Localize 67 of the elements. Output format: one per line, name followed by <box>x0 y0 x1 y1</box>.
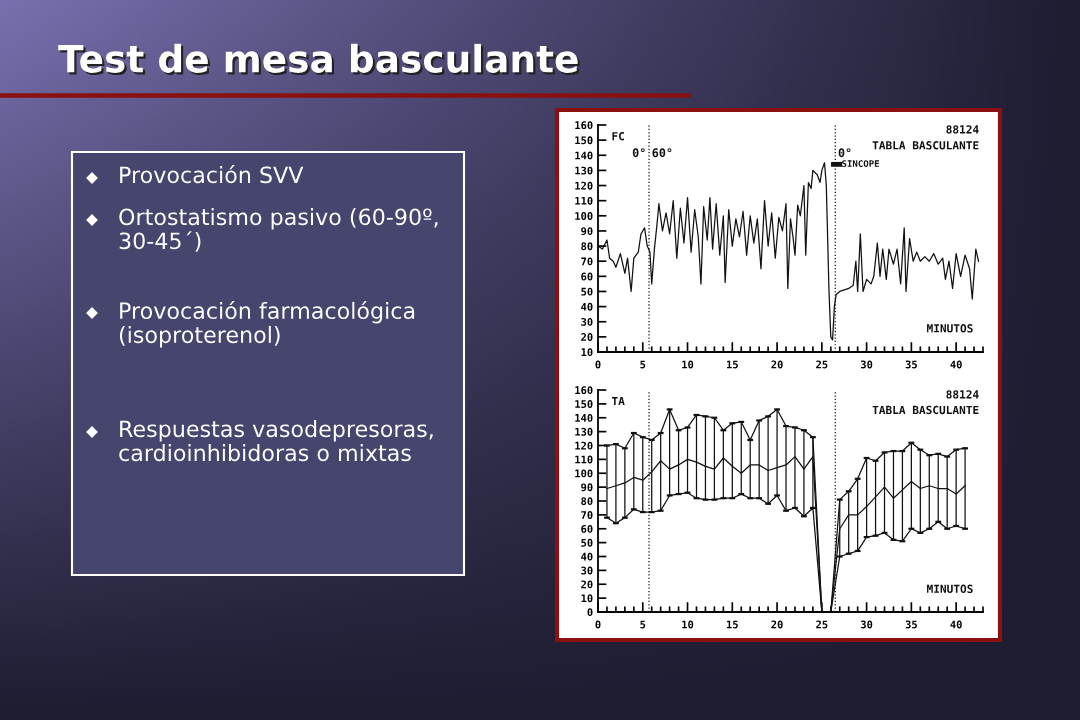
y-tick-label: 160 <box>575 386 593 395</box>
x-tick-label: 5 <box>640 620 646 629</box>
y-tick-label: 100 <box>575 469 593 478</box>
y-tick-label: 60 <box>581 272 593 281</box>
y-tick-label: 140 <box>575 151 593 160</box>
y-tick-label: 110 <box>575 455 593 464</box>
y-tick-label: 150 <box>575 136 593 145</box>
y-tick-label: 90 <box>581 483 593 492</box>
x-tick-label: 15 <box>726 620 738 629</box>
y-tick-label: 150 <box>575 400 593 408</box>
y-tick-label: 0 <box>587 608 593 617</box>
x-tick-label: 25 <box>816 620 828 629</box>
y-tick-label: 120 <box>575 441 593 450</box>
y-tick-label: 30 <box>581 317 593 326</box>
y-tick-label: 70 <box>581 511 593 519</box>
annotation: 88124 <box>946 390 979 399</box>
annotation: 60° <box>652 148 672 158</box>
y-tick-label: 160 <box>575 121 593 130</box>
y-tick-label: 130 <box>575 427 593 436</box>
y-tick-label: 80 <box>581 242 593 251</box>
text: Respuestas vasodepresoras, cardioinhibidoras o mixtas <box>119 420 433 462</box>
y-tick-label: 80 <box>581 497 593 506</box>
x-tick-label: 25 <box>816 360 828 369</box>
y-tick-label: 140 <box>575 413 593 422</box>
y-tick-label: 110 <box>575 196 593 205</box>
x-tick-label: 10 <box>682 360 694 369</box>
y-tick-label: 40 <box>581 302 593 311</box>
y-tick-label: 10 <box>581 594 593 603</box>
x-tick-label: 30 <box>860 620 873 629</box>
text: Ortostatismo pasivo (60-90º, 30-45´) <box>119 208 438 252</box>
y-tick-label: 130 <box>575 166 593 175</box>
y-tick-label: 60 <box>581 524 593 533</box>
y-tick-label: 50 <box>581 538 593 547</box>
text: Provocación SVV <box>120 165 304 184</box>
annotation: TABLA BASCULANTE <box>872 141 979 150</box>
annotation: 88124 <box>946 125 979 134</box>
annotation: 0° <box>632 148 645 158</box>
text: Provocación farmacológica (isoproterenol) <box>119 301 415 348</box>
y-tick-label: 20 <box>581 580 593 589</box>
y-tick-label: 30 <box>581 566 593 575</box>
y-tick-label: 10 <box>581 348 593 357</box>
y-tick-label: 70 <box>581 257 593 266</box>
x-tick-label: 20 <box>771 360 783 369</box>
x-tick-label: 10 <box>682 620 694 629</box>
annotation: FC <box>612 132 625 141</box>
annotation: 0° <box>838 148 851 158</box>
annotation: MINUTOS <box>927 584 973 594</box>
annotation: SINCOPE <box>842 160 879 167</box>
annotation: MINUTOS <box>927 324 973 333</box>
y-tick-label: 40 <box>581 552 593 561</box>
annotation: TA <box>611 397 625 406</box>
y-tick-label: 50 <box>581 287 593 296</box>
x-tick-label: 30 <box>860 360 873 369</box>
x-tick-label: 0 <box>595 620 601 629</box>
x-tick-label: 0 <box>595 360 601 369</box>
x-tick-label: 35 <box>905 360 917 369</box>
y-tick-label: 20 <box>581 333 593 341</box>
x-tick-label: 20 <box>771 620 783 629</box>
x-tick-label: 5 <box>640 360 646 369</box>
x-tick-label: 15 <box>726 360 738 369</box>
y-tick-label: 90 <box>581 227 593 236</box>
y-tick-label: 100 <box>575 212 593 220</box>
annotation: TABLA BASCULANTE <box>872 405 979 415</box>
y-tick-label: 120 <box>575 181 593 190</box>
x-tick-label: 40 <box>950 360 962 369</box>
x-tick-label: 35 <box>905 620 917 629</box>
x-tick-label: 40 <box>950 620 962 629</box>
